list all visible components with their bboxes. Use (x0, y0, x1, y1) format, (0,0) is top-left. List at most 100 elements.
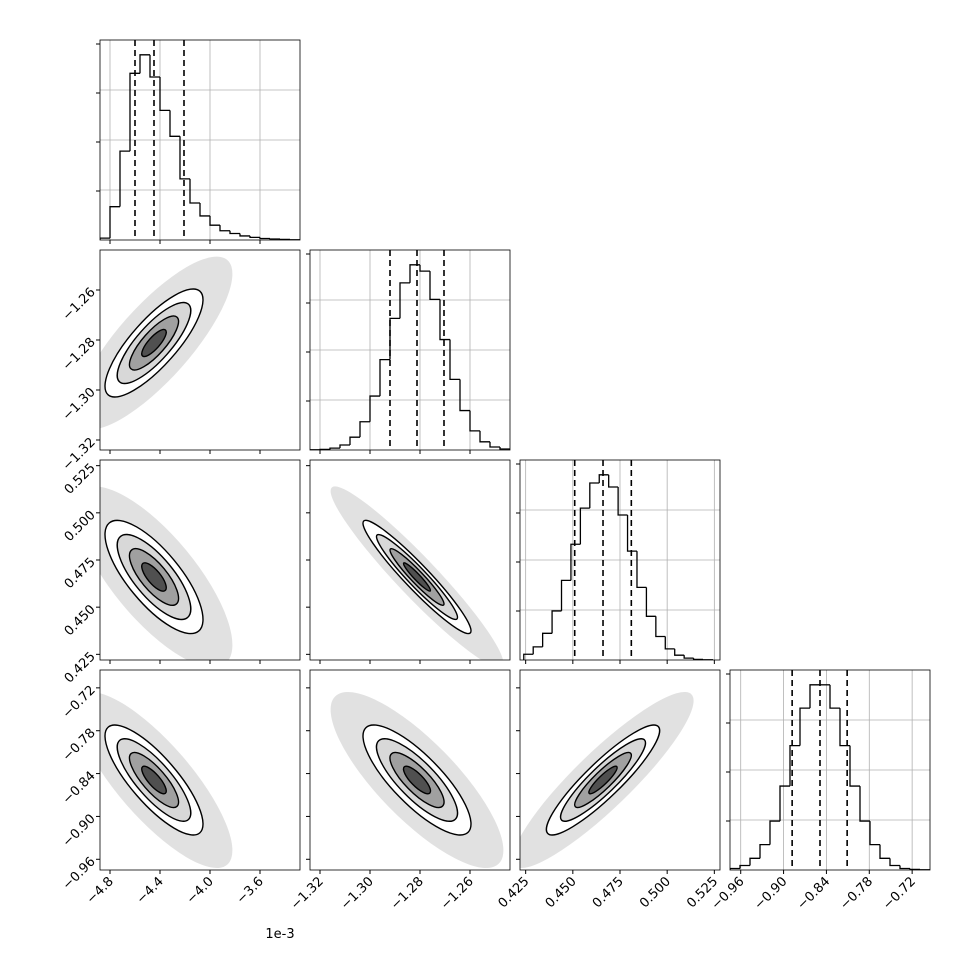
histogram-step (259, 237, 270, 240)
histogram-step (541, 632, 553, 647)
density-fill (141, 329, 167, 357)
histogram-step (119, 150, 130, 207)
y-tick-label: −0.72 (60, 683, 99, 722)
histogram-step (129, 72, 140, 152)
panel-frame (99, 459, 301, 661)
histogram-step (269, 238, 280, 240)
histogram-step (739, 864, 750, 869)
x-tick-label: 0.500 (637, 874, 674, 911)
histogram-step (730, 867, 740, 870)
histogram-step (809, 684, 820, 709)
histogram-step (469, 410, 480, 432)
histogram-step (532, 646, 543, 655)
contour (116, 301, 192, 385)
contour (574, 751, 633, 809)
x-tick-label: −1.32 (288, 874, 327, 913)
panel (100, 486, 233, 660)
histogram-step (369, 395, 380, 422)
contour (104, 519, 204, 635)
contour (116, 738, 192, 822)
histogram-step (239, 233, 250, 237)
contour (545, 724, 661, 836)
x-tick-label: −4.8 (84, 874, 117, 907)
histogram-step (409, 264, 420, 283)
panel-frame (309, 669, 511, 871)
histogram-step (859, 786, 870, 822)
histogram-step (479, 430, 490, 443)
histogram-step (769, 820, 780, 845)
contour (389, 547, 445, 606)
histogram-step (359, 421, 370, 438)
histogram-step (579, 507, 590, 545)
histogram-step (449, 339, 460, 380)
histogram-step (523, 653, 534, 660)
histogram-step (829, 684, 840, 709)
panel (520, 692, 694, 869)
histogram-step (799, 707, 810, 746)
contour (116, 533, 192, 621)
panel (730, 670, 930, 870)
panel (330, 691, 504, 868)
histogram-step (608, 474, 619, 488)
contour (104, 724, 204, 836)
histogram-step (189, 178, 200, 204)
contour (375, 738, 459, 822)
histogram-step (683, 655, 694, 659)
y-tick-label: −0.78 (60, 726, 99, 765)
density-fill (403, 562, 431, 592)
histogram-step (636, 551, 647, 589)
contour (141, 328, 167, 358)
histogram-step (139, 54, 150, 74)
panel-frame (99, 249, 301, 451)
histogram-step (249, 235, 260, 239)
histogram-step (759, 843, 770, 859)
histogram-step (379, 358, 390, 397)
y-tick-label: 0.450 (62, 602, 99, 639)
histogram-step (399, 282, 410, 319)
x-tick-label: −0.72 (880, 874, 919, 913)
histogram-step (489, 441, 500, 448)
histogram-step (869, 821, 880, 846)
histogram-step (329, 447, 340, 450)
contour (128, 315, 180, 371)
contour (362, 724, 472, 836)
histogram-step (439, 299, 450, 341)
contour (375, 533, 459, 621)
offset-label: 1e-3 (265, 927, 294, 942)
contour (128, 751, 180, 809)
histogram-step (899, 865, 910, 870)
histogram-step (389, 317, 400, 360)
density-fill (403, 766, 431, 794)
contour (141, 765, 167, 795)
x-tick-label: −0.78 (837, 874, 876, 913)
y-tick-label: 0.475 (62, 555, 99, 592)
histogram-step (169, 110, 180, 137)
density-fill (588, 766, 618, 794)
x-tick-label: −3.6 (234, 874, 267, 907)
histogram-step (779, 785, 790, 822)
histogram-step (499, 447, 510, 450)
contour (362, 519, 472, 635)
y-tick-label: 0.500 (62, 508, 99, 545)
x-tick-label: 0.425 (496, 874, 533, 911)
histogram-step (209, 215, 220, 226)
contour (389, 751, 445, 809)
panel (100, 40, 300, 240)
histogram-step (664, 636, 675, 650)
histogram-step (655, 616, 666, 638)
contour (402, 765, 432, 795)
histogram-step (889, 858, 900, 867)
y-tick-label: −1.26 (60, 285, 99, 324)
histogram-step (179, 136, 190, 180)
contour (104, 288, 204, 398)
histogram-step (617, 487, 628, 516)
histogram-step (159, 77, 170, 112)
histogram-step (199, 202, 210, 217)
histogram-step (459, 379, 470, 412)
x-tick-label: 0.475 (590, 874, 627, 911)
density-fill (141, 562, 167, 592)
contour (128, 547, 180, 606)
histogram-step (349, 436, 360, 445)
contour (588, 765, 618, 795)
histogram-step (339, 444, 350, 449)
